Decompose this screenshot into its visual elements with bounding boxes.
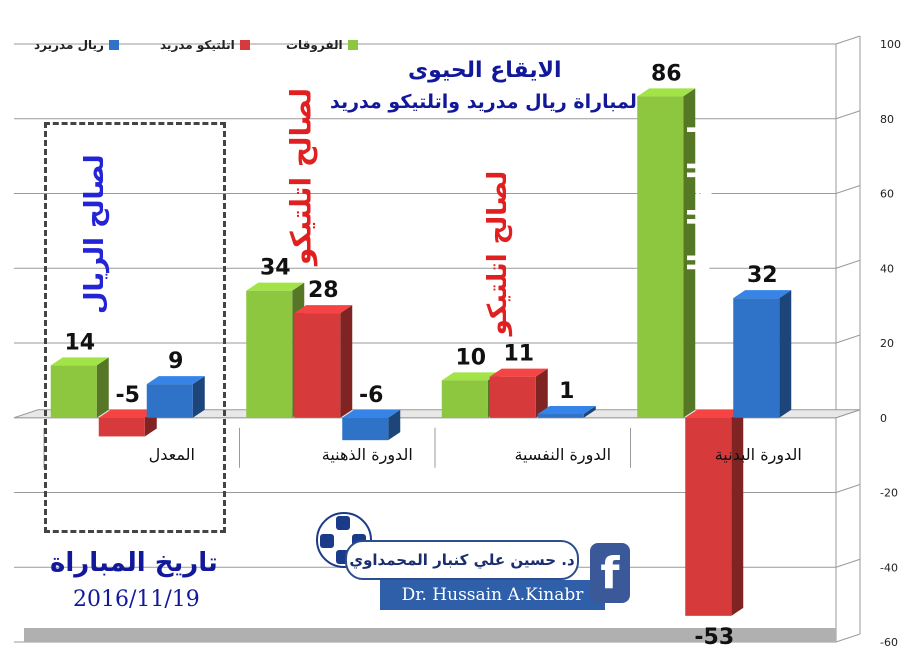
annotation-real-physical: لصالح الريال — [684, 125, 714, 285]
bar-top — [98, 409, 157, 418]
y-tick-label: 60 — [880, 188, 894, 201]
labels: 100 80 60 40 20 0 -20 -40 -60 الدورة البدنية الدور… — [64, 38, 901, 650]
gridline-depth — [835, 35, 861, 45]
bar-front — [50, 365, 97, 418]
bar-side — [683, 88, 696, 418]
category-label: الدورة البدنية — [715, 445, 802, 465]
bar — [685, 409, 744, 616]
legend-label: الفروقات — [286, 38, 343, 52]
annotation-atletico-emotional: لصالح اتلتيكو — [483, 170, 513, 336]
bar-side — [779, 290, 792, 418]
bar-front — [98, 417, 145, 437]
bar-front — [637, 96, 684, 418]
bar-top — [733, 290, 792, 299]
bar-front — [685, 417, 732, 616]
bar-top — [146, 376, 205, 385]
y-tick-label: 20 — [880, 337, 894, 350]
gridline-depth — [835, 334, 861, 344]
gridline-depth — [835, 259, 861, 269]
bar-value-label: 9 — [168, 349, 183, 374]
y-tick-label: 80 — [880, 113, 894, 126]
bar — [50, 357, 109, 418]
bar-value-label: 34 — [260, 256, 291, 281]
bar-top — [441, 372, 500, 381]
bar-top — [294, 305, 353, 314]
bar-side — [535, 368, 548, 418]
chart-subtitle: لمباراة ريال مدريد واتلتيكو مدريد — [330, 91, 637, 113]
bar-top — [342, 409, 401, 418]
bar-front — [294, 313, 341, 418]
legend-item-atletico: اتلتيكو مدريد — [160, 38, 250, 52]
chart-floor-shadow — [24, 628, 836, 642]
bar-side — [583, 406, 596, 418]
bar-side — [388, 409, 401, 441]
gridline-depth — [835, 110, 861, 120]
y-tick-label: -40 — [880, 561, 898, 574]
author-name-english: Dr. Hussain A.Kinabr — [380, 580, 605, 610]
y-tick-label: 0 — [880, 412, 887, 425]
bar-value-label: 32 — [747, 263, 778, 288]
bars — [50, 88, 792, 616]
bar — [342, 409, 401, 441]
legend-label: اتلتيكو مدريد — [160, 38, 235, 52]
y-tick-label: -60 — [880, 636, 898, 649]
bar-top — [246, 282, 305, 291]
bar-side — [96, 357, 109, 418]
bar-top — [685, 409, 744, 418]
bar-side — [192, 376, 205, 418]
category-label: الدورة الذهنية — [322, 445, 413, 465]
category-label: الدورة النفسية — [514, 445, 611, 465]
y-tick-label: -20 — [880, 487, 898, 500]
bar-value-label: -5 — [116, 383, 140, 408]
legend-swatch — [108, 40, 119, 50]
bar — [637, 88, 696, 418]
bar-front — [441, 380, 488, 418]
bar — [146, 376, 205, 418]
bar-front — [537, 414, 584, 418]
bar-side — [731, 409, 744, 616]
bar-front — [146, 384, 193, 418]
match-date-label: تاريخ المباراة — [50, 548, 218, 578]
bar-front — [342, 417, 389, 441]
bar — [537, 406, 596, 418]
bar-side — [340, 305, 353, 418]
legend-swatch — [239, 40, 250, 50]
gridline-depth — [835, 185, 861, 194]
legend-label: ريال مدريرد — [34, 38, 104, 52]
bar-value-label: 10 — [455, 345, 486, 370]
annotation-atletico-intellectual: لصالح اتلتيكو — [284, 87, 318, 266]
author-name-arabic: د. حسين علي كنبار المحمداوي — [345, 540, 579, 580]
bar-value-label: 86 — [651, 61, 682, 86]
facebook-icon: f — [590, 543, 630, 603]
match-date-value: 2016/11/19 — [73, 587, 200, 612]
bar-value-label: -6 — [359, 383, 383, 408]
bar-top — [489, 368, 548, 377]
bar — [294, 305, 353, 418]
bar-front — [489, 376, 536, 418]
bar-value-label: 1 — [559, 379, 574, 404]
gridline-depth — [835, 484, 861, 493]
legend-swatch — [347, 40, 358, 50]
bar-value-label: -53 — [694, 625, 734, 650]
bar-top — [50, 357, 109, 366]
y-tick-label: 40 — [880, 262, 894, 275]
bar-value-label: 11 — [503, 342, 534, 367]
legend-item-real: ريال مدريرد — [34, 38, 119, 52]
bar-top — [637, 88, 696, 97]
bar — [733, 290, 792, 418]
bar-top — [537, 406, 596, 415]
bar-front — [733, 298, 780, 418]
category-label: المعدل — [149, 445, 195, 464]
gridline-depth — [835, 633, 861, 643]
y-tick-label: 100 — [880, 38, 901, 51]
gridline-depth — [835, 558, 861, 568]
bar-front — [246, 290, 293, 418]
legend-item-differences: الفروقات — [286, 38, 358, 52]
bar — [489, 368, 548, 418]
bar-value-label: 14 — [64, 330, 95, 355]
average-highlight-frame — [44, 122, 226, 533]
bar-value-label: 28 — [308, 278, 339, 303]
chart-title: الايقاع الحيوى — [408, 58, 562, 83]
